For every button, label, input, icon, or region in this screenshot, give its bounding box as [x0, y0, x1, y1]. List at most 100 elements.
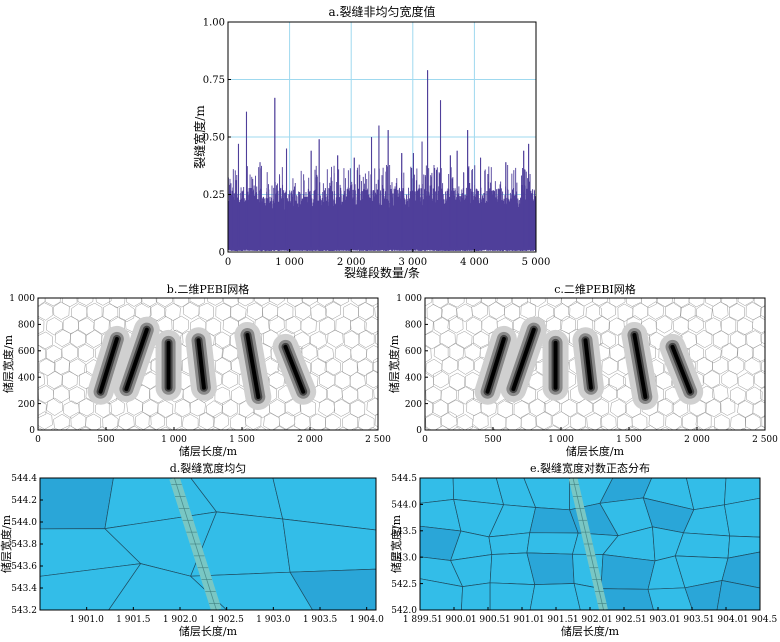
grid-cell	[686, 478, 727, 511]
y-tick-label: 544.0	[11, 518, 37, 528]
panel-e-cells	[420, 478, 760, 610]
x-tick-label: 1 904.0	[349, 615, 384, 625]
y-tick-label: 543.0	[391, 553, 417, 563]
grid-cell	[289, 568, 376, 610]
panel-b-chart: b.二维PEBI网格 0 500 1 000 1 500 2 000 2 500 0 200 4…	[1, 282, 391, 458]
grid-cell	[489, 582, 536, 610]
x-tick-label: 1 899.5	[403, 615, 438, 625]
y-tick-label: 543.6	[11, 562, 37, 572]
y-tick-label: 400	[405, 373, 422, 383]
panel-b-mesh	[38, 298, 378, 430]
width-series	[228, 70, 536, 252]
x-tick-label: 1 500	[229, 435, 255, 445]
grid-cell	[420, 578, 463, 610]
x-tick-label: 2 000	[337, 257, 366, 268]
x-tick-label: 0	[422, 435, 428, 445]
panel-a-series	[228, 70, 536, 252]
grid-cell	[529, 583, 581, 610]
y-tick-label: 544.2	[11, 496, 37, 506]
panel-c-title: c.二维PEBI网格	[554, 282, 636, 296]
y-tick-label: 544.5	[391, 474, 417, 484]
grid-cell	[716, 580, 760, 610]
y-tick-label: 0	[29, 426, 35, 436]
x-tick-label: 1 902.0	[163, 615, 198, 625]
panel-b-xlabel: 储层长度/m	[179, 444, 238, 458]
grid-cell	[674, 532, 731, 559]
panel-d-ticks: 1 901.0 1 901.5 1 902.0 1 902.5 1 903.0 1 903…	[11, 474, 384, 625]
y-tick-label: 1 000	[9, 294, 35, 304]
grid-cell	[721, 551, 760, 589]
grid-cell	[727, 535, 760, 559]
grid-cell	[526, 532, 579, 555]
x-tick-label: 1 901.5	[539, 615, 574, 625]
panel-d-title: d.裂缝宽度均匀	[170, 461, 247, 475]
grid-cell	[488, 532, 531, 555]
grid-cell	[40, 563, 142, 610]
panel-c-ticks: 0 500 1 000 1 500 2 000 2 500 0 200 400 600 800 1 0…	[396, 294, 778, 445]
x-tick-label: 1 901.0	[69, 615, 104, 625]
x-tick-label: 1 903.5	[303, 615, 338, 625]
y-tick-label: 544.4	[11, 474, 37, 484]
mesh-cells	[38, 298, 378, 430]
panel-e-chart: e.裂缝宽度对数正态分布 1 899.5 1 900.0 1 900.5 1 901.…	[389, 461, 777, 638]
fracture	[670, 344, 693, 394]
fracture	[283, 344, 306, 394]
fracture	[583, 338, 593, 390]
x-tick-label: 5 000	[522, 257, 551, 268]
y-tick-label: 543.2	[11, 606, 37, 616]
y-tick-label: 544.0	[391, 501, 417, 511]
y-tick-label: 0	[219, 248, 225, 259]
x-tick-label: 1 901.0	[505, 615, 540, 625]
x-tick-label: 500	[484, 435, 501, 445]
x-tick-label: 1 903.0	[256, 615, 291, 625]
panel-e-xlabel: 储层长度/m	[561, 624, 620, 638]
y-tick-label: 542.0	[391, 606, 417, 616]
panel-c-frame	[424, 297, 766, 431]
panel-d-chart: d.裂缝宽度均匀 1 901.0 1 901.5 1 902.0 1 902.5 1 9…	[0, 461, 384, 638]
x-tick-label: 1 000	[161, 435, 187, 445]
panel-d-cells	[40, 478, 376, 610]
x-tick-label: 1 902.0	[573, 615, 608, 625]
fracture	[511, 327, 536, 392]
panel-e-ylabel: 储层宽度/m	[389, 514, 403, 573]
panel-a-xlabel: 裂缝段数量/条	[344, 265, 420, 280]
panel-b-ylabel: 储层宽度/m	[1, 334, 15, 393]
panel-d-xlabel: 储层长度/m	[179, 624, 238, 638]
y-tick-label: 600	[405, 347, 422, 357]
x-tick-label: 0	[35, 435, 41, 445]
x-tick-label: 1 904.0	[709, 615, 744, 625]
panel-c-ylabel: 储层宽度/m	[387, 334, 401, 393]
panel-b-frame	[37, 297, 379, 431]
x-tick-label: 0	[225, 257, 231, 268]
y-tick-label: 200	[405, 400, 422, 410]
x-tick-label: 2 000	[297, 435, 323, 445]
panel-a-title: a.裂缝非均匀宽度值	[329, 4, 436, 19]
grid-cell	[461, 582, 491, 610]
panel-b-fractures	[87, 316, 317, 410]
y-tick-label: 800	[405, 321, 422, 331]
x-tick-label: 2 500	[365, 435, 391, 445]
grid-cell	[647, 587, 693, 610]
grid-cell	[723, 497, 760, 538]
y-tick-label: 1 000	[396, 294, 422, 304]
panel-b-title: b.二维PEBI网格	[167, 282, 249, 296]
x-tick-label: 1 900.0	[437, 615, 472, 625]
y-tick-label: 400	[18, 373, 35, 383]
panel-a-chart: a.裂缝非均匀宽度值 0 1 000 2 000 3 000 4 000 5 000 0 0.…	[192, 4, 550, 280]
y-tick-label: 0.50	[203, 133, 225, 144]
fracture	[196, 338, 206, 390]
x-tick-label: 1 904.5	[743, 615, 778, 625]
y-tick-label: 0.25	[203, 190, 225, 201]
y-tick-label: 543.4	[11, 584, 37, 594]
y-tick-label: 0	[416, 426, 422, 436]
fracture	[98, 336, 119, 394]
panel-b-ticks: 0 500 1 000 1 500 2 000 2 500 0 200 400 600 800 1 0…	[9, 294, 391, 445]
grid-cell	[600, 588, 654, 610]
grid-cell	[40, 478, 114, 530]
y-tick-label: 800	[18, 321, 35, 331]
grid-cell	[526, 552, 575, 585]
x-tick-label: 1 902.5	[209, 615, 244, 625]
y-tick-label: 543.5	[391, 527, 417, 537]
x-tick-label: 2 500	[752, 435, 778, 445]
